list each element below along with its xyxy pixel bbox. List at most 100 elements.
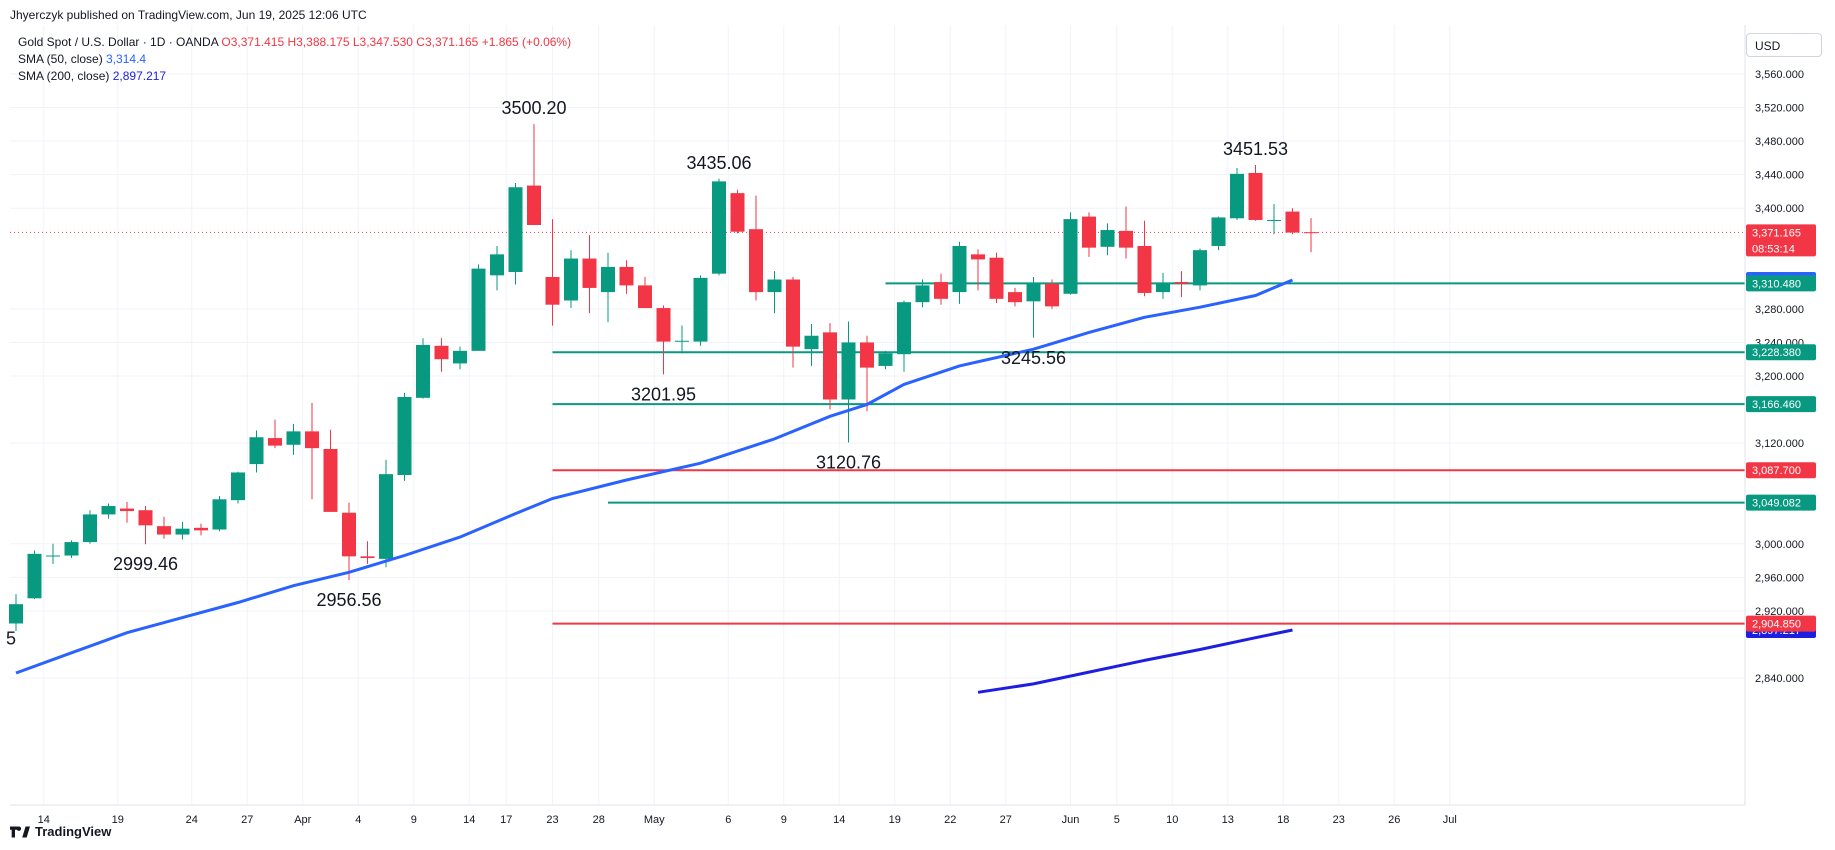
grid-lines (10, 25, 1745, 805)
price-tags: 3,371.16508:53:143,314.42,897.2173,310.4… (1746, 224, 1816, 639)
tradingview-brand[interactable]: TradingView (10, 824, 111, 839)
candle-body (841, 342, 856, 400)
axes: 3,560.000 3,520.000 3,480.000 3,440.000 3,40… (10, 25, 1804, 826)
x-tick-label: Jul (1443, 814, 1457, 826)
candle-body (971, 254, 985, 260)
candle-body (545, 277, 560, 305)
level-tag: 3,310.480 (1752, 278, 1801, 290)
candle-body (212, 499, 227, 530)
candle-body (1026, 283, 1041, 302)
last-price-tag-bg (1746, 224, 1816, 257)
ohlc-open: O3,371.415 (221, 35, 285, 49)
candle-body (379, 474, 393, 559)
candle-body (249, 437, 264, 465)
candle-body (619, 266, 634, 286)
candle-body (786, 279, 800, 347)
candle-body (9, 604, 23, 624)
x-tick-label: 9 (411, 814, 417, 826)
candle-body (453, 350, 467, 364)
x-tick-label: 10 (1166, 814, 1178, 826)
price-annotation: 3500.20 (501, 98, 566, 118)
x-tick-label: 19 (889, 814, 901, 826)
x-tick-label: 14 (463, 814, 475, 826)
level-tag-bg (1746, 396, 1816, 413)
support-resistance-lines (10, 231, 1745, 625)
y-tick-label: 3,520.000 (1755, 103, 1804, 115)
candle-body (564, 258, 578, 301)
sma200-value: 2,897.217 (112, 69, 167, 83)
candle-body (897, 302, 911, 355)
level-tag-bg (1746, 462, 1816, 479)
price-annotation: 3245.56 (1001, 348, 1066, 368)
price-annotation: 3435.06 (686, 153, 751, 173)
candle-body (175, 528, 190, 535)
x-tick-label: 9 (781, 814, 787, 826)
candle-body (1248, 172, 1263, 220)
candle-body (1082, 216, 1096, 248)
candle-body (693, 277, 708, 342)
y-tick-label: 3,000.000 (1755, 539, 1804, 551)
candle-body (64, 542, 79, 556)
candle-body (1063, 219, 1078, 294)
candle-body (120, 508, 134, 512)
level-tag: 3,228.380 (1752, 347, 1801, 359)
candle-body (360, 556, 375, 559)
symbol-legend[interactable]: Gold Spot / U.S. Dollar · 1D · OANDA O3,… (18, 35, 571, 49)
level-tag: 2,904.850 (1752, 619, 1801, 631)
candle-body (138, 510, 153, 526)
sma200-legend[interactable]: SMA (200, close) 2,897.217 (18, 69, 166, 83)
x-tick-label: 5 (1114, 814, 1120, 826)
candle-body (582, 258, 597, 288)
ohlc-low: L3,347.530 (352, 35, 413, 49)
candle-body (416, 344, 430, 398)
last-price-tag: 3,371.165 (1752, 227, 1801, 239)
x-tick-label: 14 (833, 814, 845, 826)
price-annotation: 2999.46 (113, 554, 178, 574)
candle-body (767, 279, 782, 293)
candle-body (471, 268, 486, 351)
y-tick-label: 3,120.000 (1755, 438, 1804, 450)
candle-body (157, 526, 171, 535)
candle-body (397, 396, 412, 475)
level-tag: 3,087.700 (1752, 465, 1801, 477)
x-tick-label: 14 (38, 814, 50, 826)
level-tag-bg (1746, 494, 1816, 511)
x-tick-label: 6 (725, 814, 731, 826)
price-annotation: 3120.76 (816, 452, 881, 472)
x-tick-label: 17 (500, 814, 512, 826)
x-tick-label: 23 (1333, 814, 1345, 826)
sma50-value: 3,314.4 (106, 52, 147, 66)
publisher-line: Jhyerczyk published on TradingView.com, … (10, 8, 367, 22)
moving-averages (15, 278, 1294, 694)
tradingview-logo-icon (10, 825, 30, 838)
candle-body (1267, 219, 1281, 221)
candle-body (878, 353, 893, 366)
level-tag: 3,049.082 (1752, 498, 1801, 510)
x-tick-label: 24 (186, 814, 198, 826)
price-annotation: 5 (6, 628, 16, 648)
x-tick-label: 22 (944, 814, 956, 826)
candle-body (508, 187, 523, 272)
candle-body (1119, 230, 1133, 248)
candle-body (434, 345, 449, 360)
candle-body (286, 431, 301, 445)
level-tag-bg (1746, 615, 1816, 632)
candle-body (952, 245, 967, 293)
candle-body (231, 472, 245, 501)
candle-body (1285, 211, 1300, 233)
candle-body (712, 181, 726, 274)
candle-body (27, 553, 42, 599)
candle-body (915, 285, 930, 303)
candle-body (83, 514, 97, 543)
candle-body (1211, 217, 1226, 246)
y-tick-label: 3,480.000 (1755, 136, 1804, 148)
y-tick-label: 3,400.000 (1755, 203, 1804, 215)
sma50-legend[interactable]: SMA (50, close) 3,314.4 (18, 52, 146, 66)
ohlc-close: C3,371.165 (416, 35, 479, 49)
ohlc-high: H3,388.175 (287, 35, 350, 49)
y-tick-label: 2,920.000 (1755, 606, 1804, 618)
currency-selector[interactable]: USD (1746, 33, 1822, 57)
candle-body (989, 257, 1004, 299)
candle-body (638, 285, 652, 309)
